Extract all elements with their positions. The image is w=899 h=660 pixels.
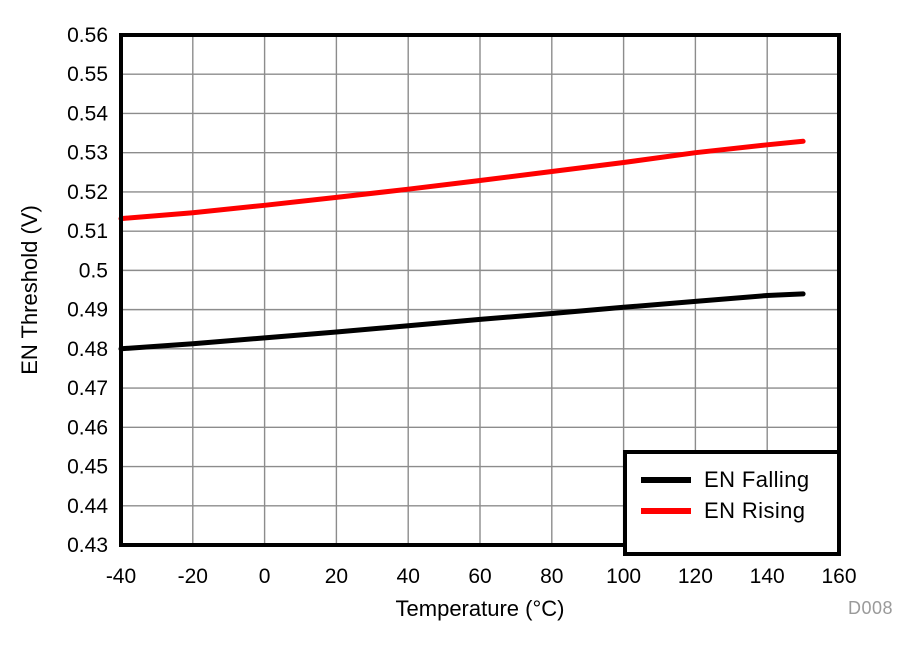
y-tick-label: 0.47 — [67, 377, 108, 400]
plot-border — [119, 33, 841, 547]
y-tick-label: 0.51 — [67, 220, 108, 243]
y-tick-label: 0.43 — [67, 534, 108, 557]
x-tick-label: 60 — [468, 565, 491, 588]
x-tick-label: 20 — [325, 565, 348, 588]
y-tick-label: 0.45 — [67, 456, 108, 479]
legend: EN Falling EN Rising — [623, 450, 841, 556]
x-tick-label: 140 — [750, 565, 785, 588]
x-tick-label: 160 — [821, 565, 856, 588]
series-line-en-falling — [118, 291, 806, 352]
y-tick-label: 0.44 — [67, 495, 108, 518]
legend-label-en-falling: EN Falling — [704, 466, 810, 492]
y-tick-label: 0.56 — [67, 24, 108, 47]
legend-item-en-falling: EN Falling — [627, 464, 837, 495]
legend-label-en-rising: EN Rising — [704, 497, 806, 523]
x-tick-label: 40 — [397, 565, 420, 588]
x-tick-label: 120 — [678, 565, 713, 588]
y-tick-label: 0.53 — [67, 142, 108, 165]
legend-item-en-rising: EN Rising — [627, 495, 837, 526]
series-line-en-rising — [118, 138, 806, 222]
y-tick-label: 0.54 — [67, 102, 108, 125]
x-tick-label: -40 — [106, 565, 136, 588]
y-tick-label: 0.52 — [67, 181, 108, 204]
y-tick-label: 0.48 — [67, 338, 108, 361]
x-tick-label: 0 — [259, 565, 271, 588]
y-tick-label: 0.5 — [79, 259, 108, 282]
x-tick-label: -20 — [178, 565, 208, 588]
y-tick-label: 0.55 — [67, 63, 108, 86]
figure-id-watermark: D008 — [847, 598, 893, 618]
x-tick-label: 100 — [606, 565, 641, 588]
x-tick-label: 80 — [540, 565, 563, 588]
y-tick-label: 0.49 — [67, 299, 108, 322]
y-tick-label: 0.46 — [67, 416, 108, 439]
en-rising-line-swatch — [641, 507, 691, 514]
en-falling-line-swatch — [641, 476, 691, 483]
y-axis-label: EN Threshold (V) — [17, 205, 42, 375]
x-axis-label: Temperature (°C) — [396, 596, 565, 621]
